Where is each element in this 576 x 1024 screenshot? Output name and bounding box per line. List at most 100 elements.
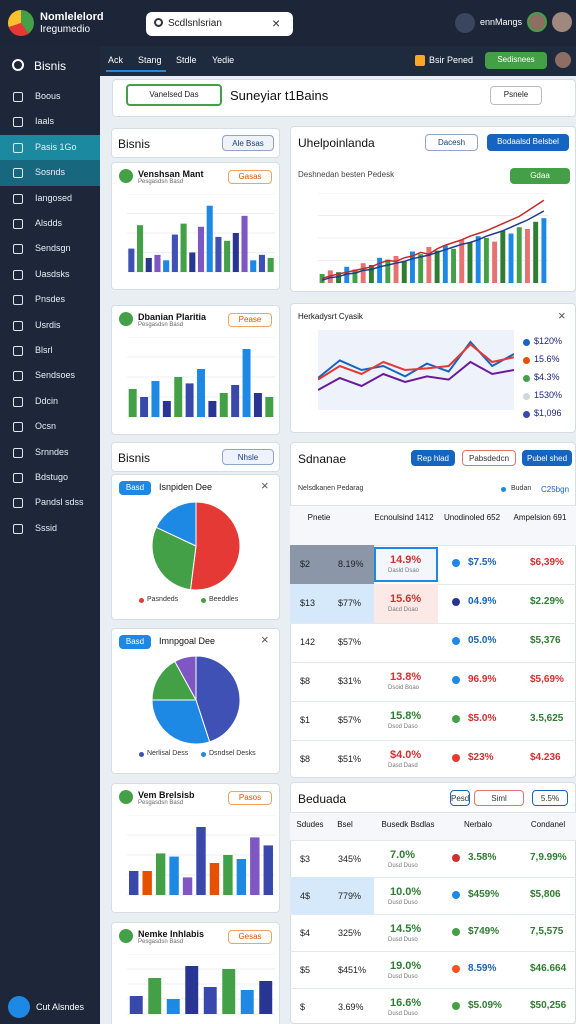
cell-value: 3.5,625 — [530, 713, 564, 724]
cell-value: 16.6% — [390, 997, 422, 1009]
sidebar-item[interactable]: Pasis 1Go — [35, 141, 77, 152]
cell-sub: Dasld Dsao — [388, 568, 420, 574]
section-badge[interactable]: Nhsle — [222, 449, 274, 465]
table-button[interactable]: Pesd — [450, 790, 470, 806]
table-button[interactable]: Pabsdedcn — [462, 450, 516, 466]
status-dot — [452, 676, 460, 684]
tab[interactable]: Stdle — [176, 55, 197, 65]
sidebar-footer[interactable]: Cut Alsndes — [36, 1002, 85, 1012]
bar — [250, 837, 260, 895]
toolbar-left[interactable]: Bsir Pened — [429, 55, 474, 65]
table-row — [290, 840, 576, 877]
section-title: Bisnis — [118, 137, 151, 151]
sidebar-item[interactable]: Uasdsks — [35, 268, 70, 279]
close-icon[interactable]: × — [261, 478, 269, 493]
table-button[interactable]: Rep hlad — [411, 450, 455, 466]
sidebar-icon — [13, 396, 23, 407]
bar — [129, 996, 143, 1014]
cell-value: 14.9% — [390, 554, 422, 566]
tab[interactable]: Yedie — [212, 55, 235, 65]
table-button[interactable]: 5.5% — [532, 790, 568, 806]
table-button[interactable]: Siml — [474, 790, 524, 806]
legend-label: Pasndeds — [147, 596, 179, 603]
bar — [196, 827, 206, 895]
bar — [203, 987, 217, 1014]
legend-label: 15.6% — [534, 354, 560, 364]
bar — [377, 257, 383, 283]
card-title: Venshsan Mant — [138, 169, 204, 179]
bar — [267, 257, 274, 272]
card-badge: Basd — [119, 481, 151, 495]
legend-dot — [139, 598, 144, 603]
card-chip[interactable]: Gdaa — [510, 168, 570, 184]
close-icon[interactable]: × — [558, 308, 566, 323]
search-text: Scdlsnlsrian — [168, 18, 222, 29]
cell-value: 14.5% — [390, 923, 422, 935]
sidebar-item[interactable]: Iangosed — [35, 192, 73, 203]
sidebar-item[interactable]: Bdstugo — [35, 472, 69, 482]
card-chip[interactable]: Pease — [228, 313, 272, 327]
cell-sub: Dusd Duso — [388, 900, 418, 906]
card-chip[interactable]: Gesas — [228, 930, 272, 944]
section-badge[interactable]: Ale Bsas — [222, 135, 274, 151]
bar — [393, 256, 399, 283]
sidebar-item[interactable]: Ocsn — [35, 421, 57, 432]
bar — [259, 981, 273, 1014]
bar — [185, 966, 199, 1014]
sidebar-item[interactable]: Boous — [35, 91, 61, 101]
sidebar-item[interactable]: Sssid — [35, 522, 58, 533]
cell: 4$ — [300, 891, 311, 901]
sidebar-item[interactable]: Pnsdes — [35, 294, 66, 305]
card-button[interactable]: Dacesh — [425, 134, 478, 151]
bar — [442, 245, 448, 283]
bar — [224, 240, 231, 272]
card-button[interactable]: Bodaalsd Belsbel — [487, 134, 569, 151]
sidebar-item[interactable]: Blsrl — [35, 345, 53, 355]
bar — [231, 385, 240, 417]
table-row — [290, 545, 576, 584]
banner-button[interactable]: Vanelsed Das — [126, 84, 222, 106]
cell-sub: Dasd Dasd — [388, 763, 418, 769]
card-subtitle: Pesgasdsn Basd — [138, 322, 184, 328]
bar — [451, 248, 456, 283]
bar — [128, 248, 135, 272]
cell-value: $7.5% — [468, 557, 497, 568]
legend-label: $1,096 — [534, 408, 562, 418]
cell: $5 — [300, 965, 311, 975]
card-chip[interactable]: Pasos — [228, 791, 272, 805]
sidebar-item[interactable]: Srnndes — [35, 446, 69, 457]
bar — [232, 233, 239, 272]
bar — [250, 260, 257, 272]
sidebar-item[interactable]: Alsdds — [35, 218, 63, 228]
tab[interactable]: Stang — [138, 55, 162, 65]
legend-label: 1530% — [534, 390, 563, 400]
bar — [483, 238, 489, 283]
bar — [128, 389, 137, 417]
column-header: Pnetie — [307, 513, 331, 522]
toolbar-icon — [415, 55, 425, 66]
bar — [236, 859, 247, 895]
sidebar-item[interactable]: Pandsl sdss — [35, 497, 84, 508]
legend-label: $120% — [534, 336, 563, 346]
card-subtitle: Pesgasdsn Basd — [138, 179, 184, 185]
card-title: Nemke Inhlabis — [138, 929, 205, 939]
search-box[interactable]: Scdlsnlsrian × — [146, 12, 293, 36]
bar — [189, 252, 196, 272]
card-chip[interactable]: Gasas — [228, 170, 272, 184]
sidebar-item[interactable]: Sosnds — [35, 167, 66, 178]
table-button[interactable]: Pubel shed — [522, 450, 572, 466]
card-subtitle: Deshnedan besten Pedesk — [298, 170, 395, 179]
bar — [137, 225, 144, 272]
sidebar-item[interactable]: Ddcin — [35, 395, 59, 406]
bar — [344, 266, 350, 283]
sidebar-item[interactable]: Iaals — [35, 116, 55, 127]
bar — [360, 263, 366, 283]
tab[interactable]: Ack — [108, 55, 124, 65]
banner-action[interactable]: Psnele — [490, 86, 542, 105]
sidebar-item[interactable]: Sendsoes — [35, 370, 76, 381]
close-icon[interactable]: × — [261, 632, 269, 647]
table-row — [290, 662, 576, 701]
sidebar-item[interactable]: Usrdis — [35, 319, 61, 330]
sidebar-item[interactable]: Sendsgn — [35, 243, 71, 254]
toolbar-right[interactable]: Sedisnees — [485, 52, 547, 69]
